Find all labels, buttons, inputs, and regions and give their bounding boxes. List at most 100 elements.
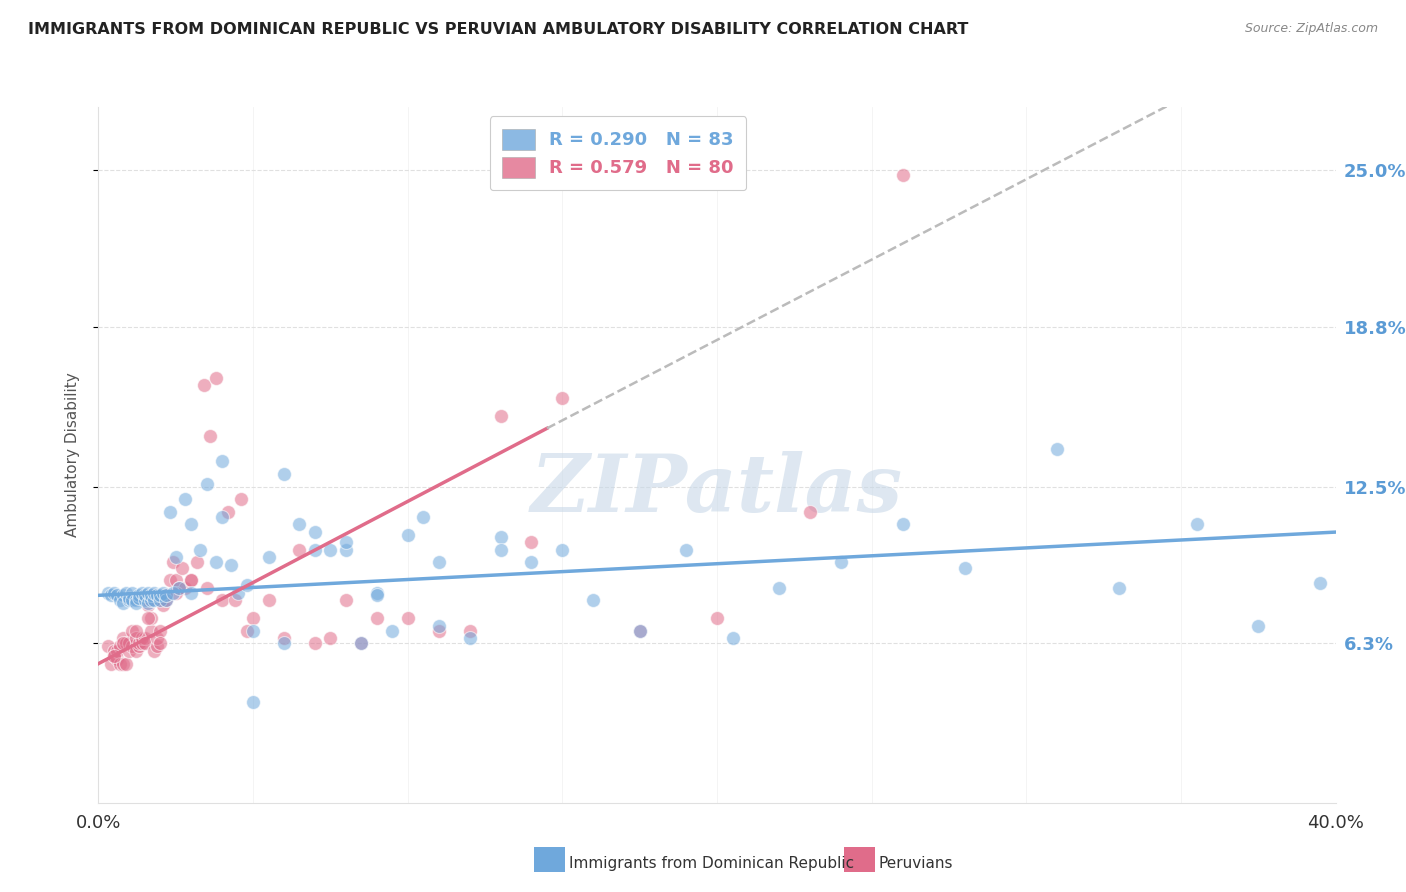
Point xyxy=(350,636,373,650)
Point xyxy=(288,542,311,557)
Point xyxy=(257,593,280,607)
Point xyxy=(242,611,264,625)
Point xyxy=(134,632,156,646)
Point xyxy=(115,586,138,600)
Point xyxy=(121,586,143,600)
Point xyxy=(304,636,326,650)
Point xyxy=(628,624,651,638)
Point xyxy=(205,370,228,384)
Point xyxy=(134,588,156,602)
Point xyxy=(195,477,218,491)
Point xyxy=(319,542,342,557)
Point xyxy=(118,593,141,607)
Point xyxy=(335,542,357,557)
Point xyxy=(427,618,450,632)
Point xyxy=(211,593,233,607)
Point xyxy=(242,624,264,638)
Y-axis label: Ambulatory Disability: Ambulatory Disability xyxy=(65,373,80,537)
Point xyxy=(146,639,169,653)
Point xyxy=(520,535,543,549)
Point xyxy=(489,530,512,544)
Point xyxy=(458,624,481,638)
Point xyxy=(628,624,651,638)
Point xyxy=(891,169,914,183)
Point xyxy=(180,573,202,587)
Point xyxy=(381,624,404,638)
Point xyxy=(195,581,218,595)
Point xyxy=(412,509,434,524)
Point xyxy=(128,588,150,602)
Point xyxy=(155,593,177,607)
Point xyxy=(165,550,187,565)
Point xyxy=(108,593,131,607)
Text: Source: ZipAtlas.com: Source: ZipAtlas.com xyxy=(1244,22,1378,36)
Point xyxy=(706,611,728,625)
Legend: R = 0.290   N = 83, R = 0.579   N = 80: R = 0.290 N = 83, R = 0.579 N = 80 xyxy=(489,116,747,190)
Point xyxy=(159,505,181,519)
Point xyxy=(193,378,215,392)
Point xyxy=(799,505,821,519)
Point xyxy=(180,586,202,600)
Text: ZIPatlas: ZIPatlas xyxy=(531,451,903,528)
Point xyxy=(520,556,543,570)
Point xyxy=(149,636,172,650)
Point xyxy=(288,517,311,532)
Point xyxy=(366,586,388,600)
Point xyxy=(105,588,128,602)
Point xyxy=(198,429,221,443)
Point xyxy=(108,639,131,653)
Point xyxy=(149,593,172,607)
Point xyxy=(139,624,162,638)
Point xyxy=(190,542,212,557)
Point xyxy=(136,586,159,600)
Point xyxy=(112,632,135,646)
Point xyxy=(1247,618,1270,632)
Point xyxy=(143,644,166,658)
Point xyxy=(131,632,153,646)
Point xyxy=(551,391,574,405)
Point xyxy=(108,657,131,671)
Point xyxy=(103,586,125,600)
Point xyxy=(139,611,162,625)
Point xyxy=(211,509,233,524)
Point xyxy=(131,586,153,600)
Point xyxy=(226,586,249,600)
Point xyxy=(118,636,141,650)
Point xyxy=(273,467,295,481)
Point xyxy=(186,556,208,570)
Point xyxy=(136,593,159,607)
Point xyxy=(170,560,193,574)
Point xyxy=(242,695,264,709)
Point xyxy=(167,581,190,595)
Point xyxy=(427,556,450,570)
Point xyxy=(124,644,146,658)
Point xyxy=(136,596,159,610)
Point xyxy=(97,639,120,653)
Point xyxy=(124,624,146,638)
Point xyxy=(165,586,187,600)
Point xyxy=(396,611,419,625)
Point xyxy=(118,591,141,605)
Point xyxy=(112,657,135,671)
Point xyxy=(136,599,159,613)
Point xyxy=(366,611,388,625)
Point xyxy=(143,593,166,607)
Point xyxy=(174,581,197,595)
Point xyxy=(273,636,295,650)
Point xyxy=(139,588,162,602)
Point xyxy=(551,542,574,557)
Point xyxy=(152,599,174,613)
Point xyxy=(221,558,243,572)
Point xyxy=(112,596,135,610)
Point xyxy=(103,648,125,663)
Point xyxy=(100,657,122,671)
Point xyxy=(134,593,156,607)
Point xyxy=(124,632,146,646)
Point xyxy=(273,632,295,646)
Point xyxy=(489,542,512,557)
Point xyxy=(149,593,172,607)
Point xyxy=(134,636,156,650)
Point xyxy=(236,624,259,638)
Point xyxy=(149,588,172,602)
Point xyxy=(143,588,166,602)
